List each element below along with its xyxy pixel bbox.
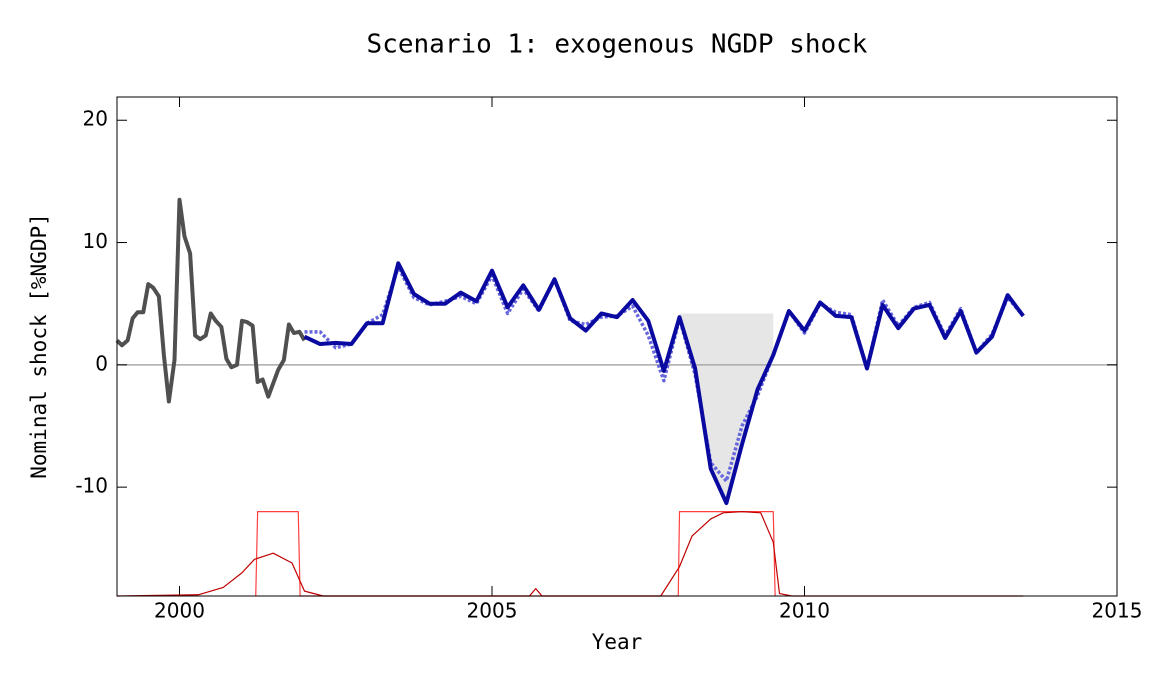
series-line [255, 511, 776, 597]
chart-title: Scenario 1: exogenous NGDP shock [367, 30, 868, 60]
series-line [304, 265, 1025, 483]
shaded-area [679, 313, 774, 504]
y-tick-label: 10 [83, 229, 108, 253]
y-tick-label: 0 [95, 351, 108, 375]
x-axis-label: Year [592, 630, 643, 654]
x-tick-label: 2005 [467, 599, 518, 623]
series-line [115, 197, 307, 404]
x-tick-label: 2015 [1092, 599, 1143, 623]
series-line [116, 511, 1024, 597]
y-tick-label: -10 [75, 474, 108, 498]
plot-frame [116, 96, 1118, 597]
series-line [303, 261, 1025, 506]
x-tick-label: 2010 [779, 599, 830, 623]
y-tick-label: 20 [83, 107, 108, 131]
x-tick-label: 2000 [154, 599, 205, 623]
y-axis-label: Nominal shock [%NGDP] [27, 213, 51, 479]
